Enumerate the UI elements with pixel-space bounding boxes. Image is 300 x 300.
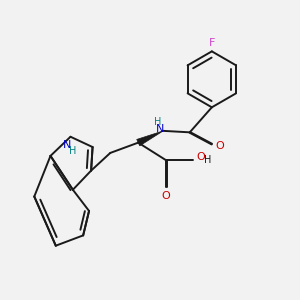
Text: F: F (208, 38, 215, 47)
Text: H: H (154, 117, 162, 127)
Text: H: H (204, 155, 211, 165)
Text: O: O (196, 152, 205, 162)
Text: O: O (162, 190, 171, 201)
Text: N: N (156, 124, 164, 134)
Text: O: O (216, 141, 224, 151)
Text: N: N (63, 140, 72, 150)
Text: H: H (69, 146, 76, 156)
Polygon shape (137, 131, 163, 146)
